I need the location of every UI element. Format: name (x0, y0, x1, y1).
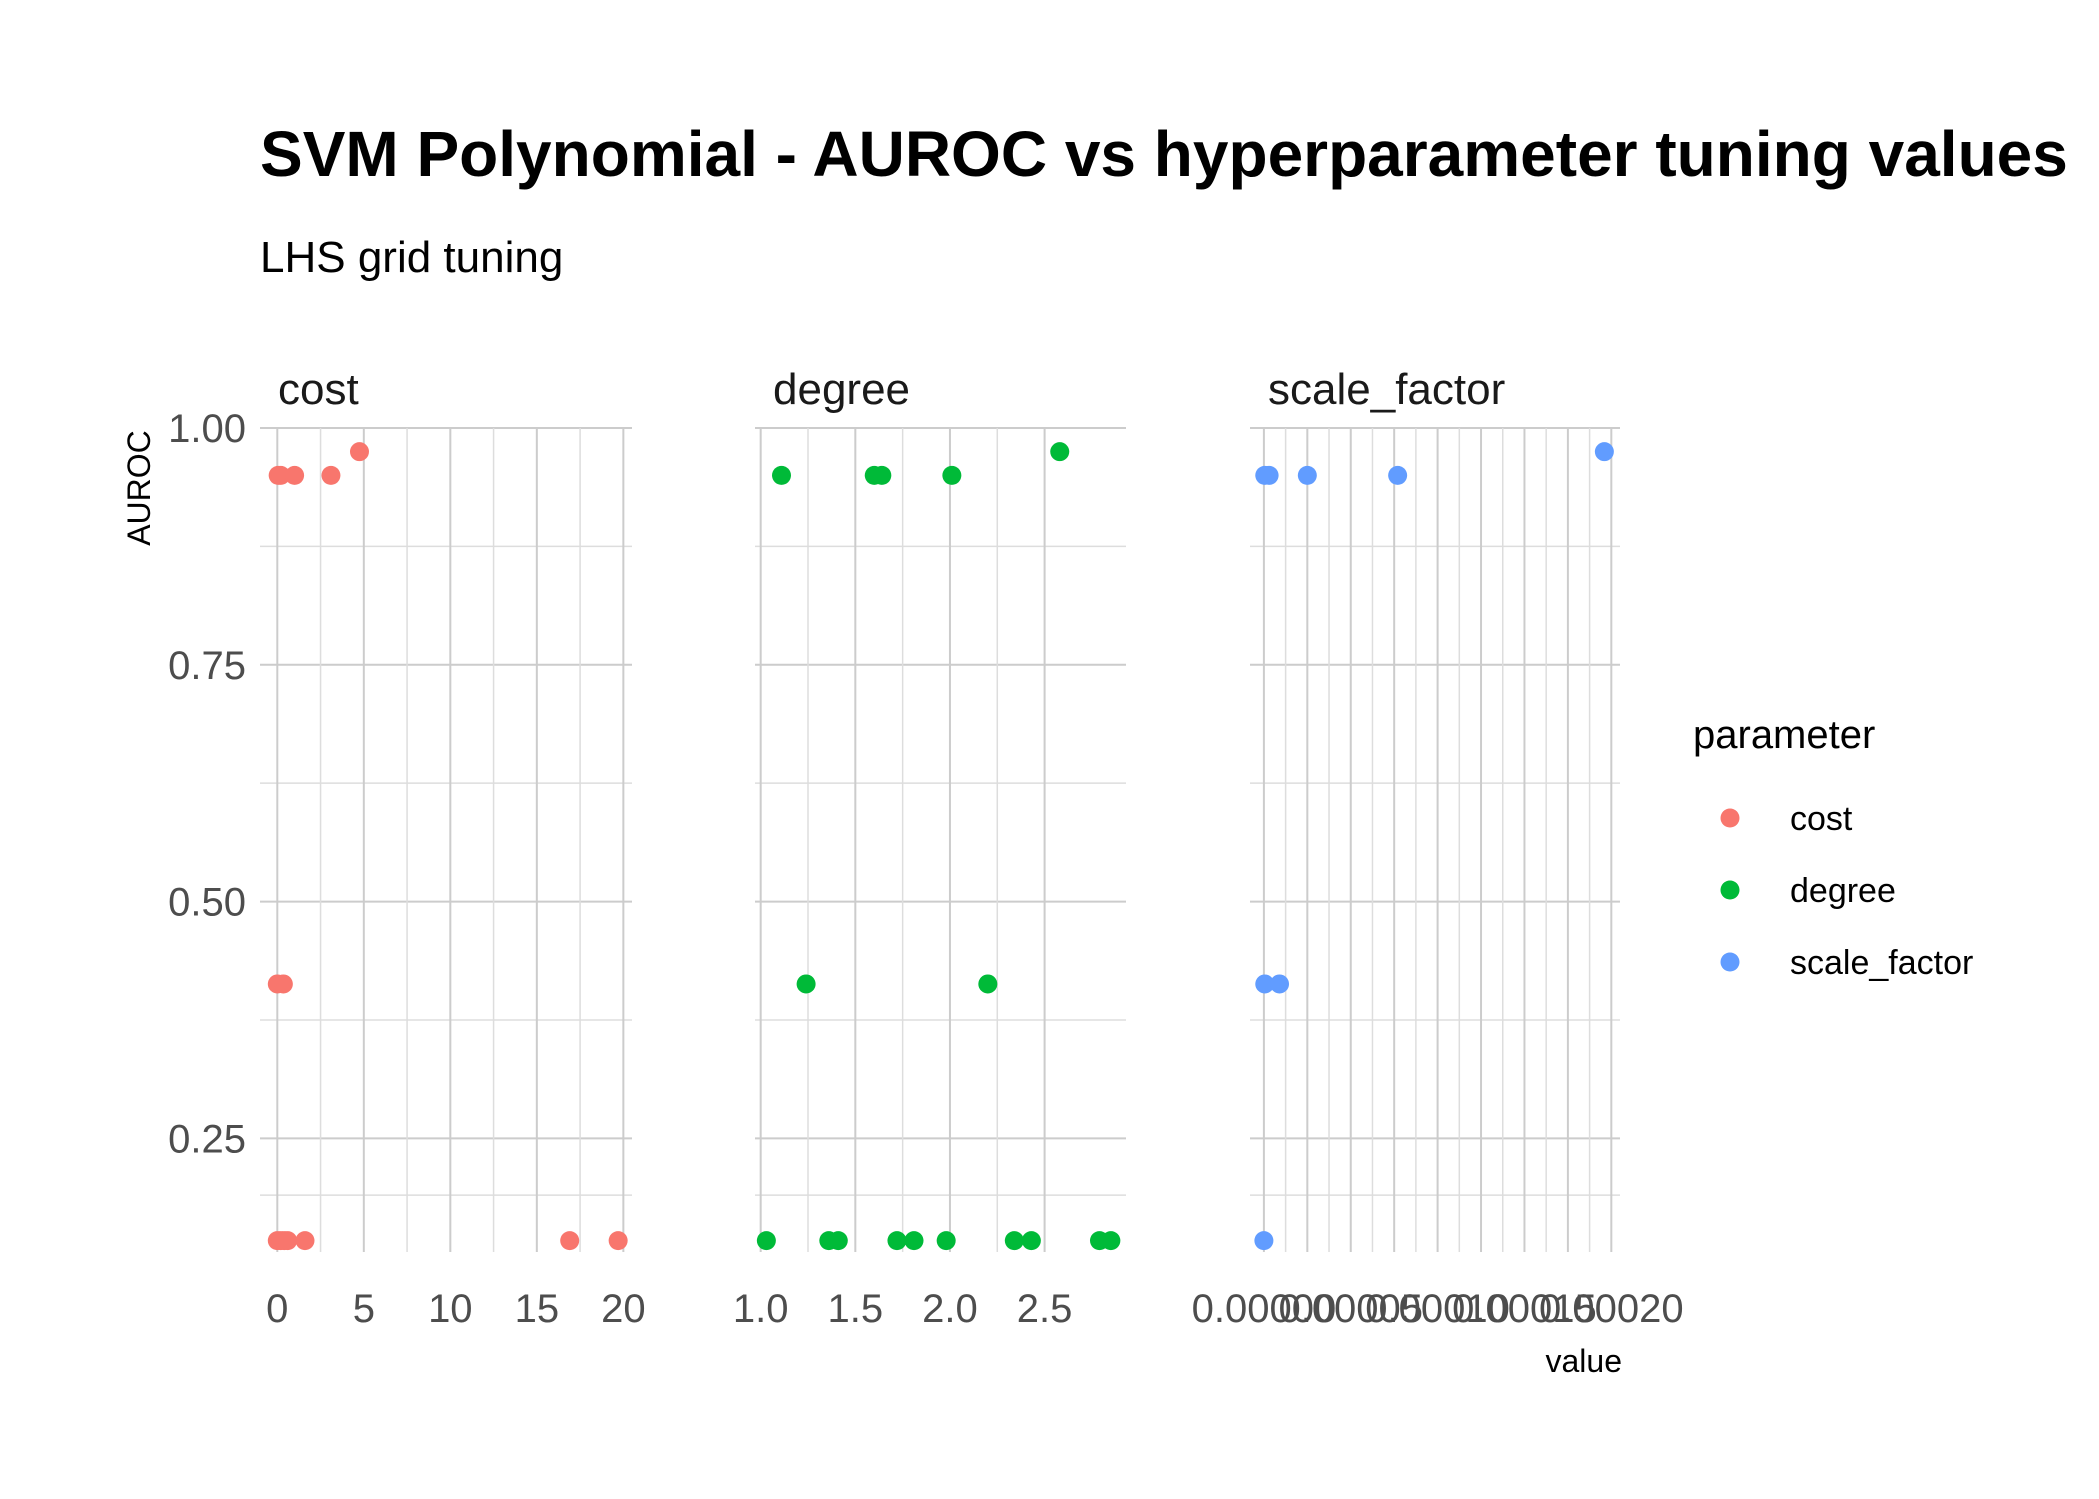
data-point (1004, 1231, 1024, 1251)
data-point (1270, 974, 1290, 994)
panel-scale-factor: scale_factor 0.000000.000050.000100.00015… (1192, 365, 1684, 1331)
x-tick-label: 0.00010 (1365, 1287, 1510, 1331)
data-point (295, 1231, 315, 1251)
x-tick-label: 0.00005 (1278, 1287, 1423, 1331)
x-tick-label: 0.00015 (1452, 1287, 1597, 1331)
legend-key-degree (1720, 880, 1740, 900)
data-point (1388, 465, 1408, 485)
facet-panels: cost 0 5 10 15 20 0.25 0.50 0.75 1.00 degree 1.0 1.5… (168, 365, 1683, 1331)
data-point (273, 974, 293, 994)
panel-degree: degree 1.0 1.5 2.0 2.5 (733, 365, 1126, 1331)
data-point (942, 465, 962, 485)
data-point (1050, 442, 1070, 462)
data-point (1259, 465, 1279, 485)
x-tick-label: 20 (601, 1287, 646, 1331)
strip-label-degree: degree (773, 365, 910, 414)
legend-label-scale-factor: scale_factor (1790, 944, 1973, 982)
legend-items: cost degree scale_factor (1720, 800, 1973, 982)
strip-label-cost: cost (278, 365, 359, 414)
x-axis-title: value (1546, 1343, 1623, 1379)
y-axis-title: AUROC (121, 430, 157, 546)
chart-title: SVM Polynomial - AUROC vs hyperparameter… (260, 118, 2068, 190)
data-point (278, 1231, 298, 1251)
legend-key-scale-factor (1720, 952, 1740, 972)
x-tick-label: 15 (515, 1287, 560, 1331)
y-tick-label: 1.00 (168, 407, 246, 451)
data-point (872, 465, 892, 485)
strip-label-scale-factor: scale_factor (1268, 365, 1505, 414)
y-tick-label: 0.50 (168, 881, 246, 925)
x-tick-label: 0 (266, 1287, 288, 1331)
data-point (978, 974, 998, 994)
x-tick-label: 2.5 (1017, 1287, 1073, 1331)
data-point (349, 442, 369, 462)
data-point (828, 1231, 848, 1251)
legend-label-degree: degree (1790, 872, 1896, 910)
data-point (1254, 1231, 1274, 1251)
data-point (936, 1231, 956, 1251)
data-point (1255, 974, 1275, 994)
data-point (887, 1231, 907, 1251)
x-tick-label: 0.00020 (1539, 1287, 1684, 1331)
data-point (772, 465, 791, 485)
data-point (1021, 1231, 1041, 1251)
x-tick-label: 1.0 (733, 1287, 789, 1331)
y-tick-label: 0.75 (168, 644, 246, 688)
legend-label-cost: cost (1790, 800, 1853, 838)
data-point (285, 465, 305, 485)
panel-cost: cost 0 5 10 15 20 0.25 0.50 0.75 1.00 (168, 365, 645, 1331)
legend-title: parameter (1693, 713, 1875, 757)
data-point (796, 974, 816, 994)
x-tick-label: 5 (353, 1287, 375, 1331)
data-point (271, 465, 291, 485)
x-tick-label: 0.00000 (1192, 1287, 1337, 1331)
data-point (756, 1231, 776, 1251)
x-tick-label: 2.0 (922, 1287, 978, 1331)
data-point (321, 465, 341, 485)
y-tick-label: 0.25 (168, 1117, 246, 1161)
data-point (608, 1231, 628, 1251)
x-tick-label: 10 (428, 1287, 473, 1331)
data-point (1101, 1231, 1121, 1251)
chart-subtitle: LHS grid tuning (260, 233, 563, 282)
data-point (1594, 442, 1614, 462)
legend: parameter cost degree scale_factor (1693, 713, 1973, 982)
legend-key-cost (1720, 808, 1740, 828)
data-point (1297, 465, 1317, 485)
data-point (560, 1231, 580, 1251)
data-point (904, 1231, 924, 1251)
x-tick-label: 1.5 (828, 1287, 884, 1331)
